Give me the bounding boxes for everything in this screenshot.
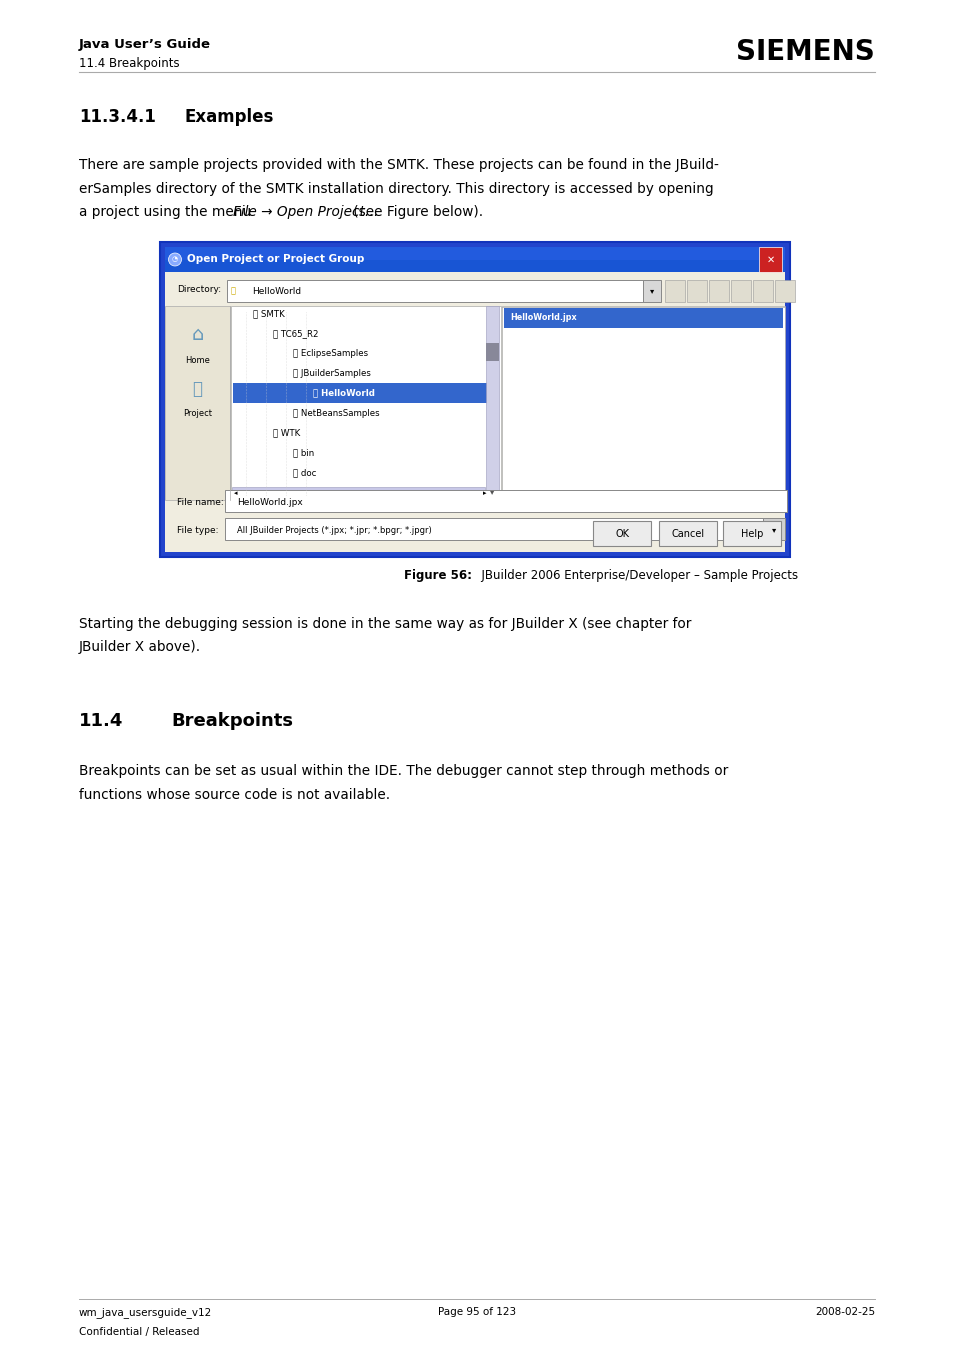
Text: Home: Home — [185, 357, 210, 365]
Text: JBuilder 2006 Enterprise/Developer – Sample Projects: JBuilder 2006 Enterprise/Developer – Sam… — [474, 569, 798, 582]
Text: ▾: ▾ — [490, 488, 494, 497]
Text: ▾: ▾ — [771, 526, 776, 535]
Text: functions whose source code is not available.: functions whose source code is not avail… — [79, 788, 390, 802]
Text: OK: OK — [615, 528, 628, 539]
Text: Help: Help — [740, 528, 762, 539]
Bar — [503, 308, 782, 328]
Text: Cancel: Cancel — [671, 528, 704, 539]
Bar — [227, 280, 642, 303]
Text: Java User’s Guide: Java User’s Guide — [79, 38, 211, 51]
Text: 📁 bin: 📁 bin — [293, 449, 314, 457]
Text: Breakpoints: Breakpoints — [171, 712, 293, 731]
Text: 2008-02-25: 2008-02-25 — [814, 1306, 874, 1317]
Bar — [664, 280, 684, 303]
Text: 📁 JBuilderSamples: 📁 JBuilderSamples — [293, 369, 371, 378]
Text: Examples: Examples — [184, 108, 274, 126]
Bar — [686, 280, 706, 303]
Text: There are sample projects provided with the SMTK. These projects can be found in: There are sample projects provided with … — [79, 158, 719, 172]
Bar — [774, 280, 794, 303]
Text: Open Project or Project Group: Open Project or Project Group — [187, 254, 364, 265]
Text: SIEMENS: SIEMENS — [736, 38, 874, 66]
Text: 📁 doc: 📁 doc — [293, 467, 316, 477]
Bar — [232, 486, 484, 499]
Text: 📁 TC65_R2: 📁 TC65_R2 — [273, 330, 318, 338]
Text: 📁 HelloWorld: 📁 HelloWorld — [313, 389, 375, 397]
Bar — [501, 305, 784, 500]
Bar — [708, 280, 728, 303]
Text: Starting the debugging session is done in the same way as for JBuilder X (see ch: Starting the debugging session is done i… — [79, 617, 691, 631]
Text: Project: Project — [183, 409, 212, 417]
Text: ▾: ▾ — [649, 286, 654, 296]
Text: 📁 NetBeansSamples: 📁 NetBeansSamples — [293, 408, 379, 417]
Circle shape — [169, 253, 181, 266]
Bar — [593, 521, 650, 546]
Text: a project using the menu: a project using the menu — [79, 205, 255, 219]
Text: File type:: File type: — [177, 526, 218, 535]
Text: ⌂: ⌂ — [192, 324, 204, 343]
Bar — [642, 280, 660, 303]
Bar — [659, 521, 717, 546]
Text: HelloWorld: HelloWorld — [252, 286, 301, 296]
Bar — [160, 242, 789, 557]
Text: 🗂: 🗂 — [193, 380, 202, 399]
Bar — [225, 490, 786, 512]
Text: erSamples directory of the SMTK installation directory. This directory is access: erSamples directory of the SMTK installa… — [79, 181, 713, 196]
Text: File → Open Project…: File → Open Project… — [233, 205, 377, 219]
Text: ▸: ▸ — [482, 490, 486, 496]
Bar — [233, 384, 498, 403]
Text: ◂: ◂ — [233, 490, 237, 496]
Text: 11.4: 11.4 — [79, 712, 123, 731]
Text: ✕: ✕ — [765, 254, 774, 265]
Text: JBuilder X above).: JBuilder X above). — [79, 640, 201, 654]
Text: HelloWorld.jpx: HelloWorld.jpx — [510, 313, 576, 323]
Text: Breakpoints can be set as usual within the IDE. The debugger cannot step through: Breakpoints can be set as usual within t… — [79, 765, 727, 778]
Bar — [759, 247, 781, 272]
Bar — [165, 305, 230, 500]
Bar — [752, 280, 772, 303]
Bar — [165, 247, 784, 272]
Bar — [231, 305, 500, 500]
Text: ◔: ◔ — [172, 257, 178, 262]
Text: 🗀: 🗀 — [231, 286, 235, 296]
Text: Page 95 of 123: Page 95 of 123 — [437, 1306, 516, 1317]
Bar — [722, 521, 781, 546]
Bar — [485, 305, 498, 500]
Text: File name:: File name: — [177, 497, 224, 507]
Bar — [225, 517, 762, 540]
Text: (see Figure below).: (see Figure below). — [349, 205, 482, 219]
Text: 📁 EclipseSamples: 📁 EclipseSamples — [293, 349, 368, 358]
Text: 📁 WTK: 📁 WTK — [273, 428, 300, 438]
Bar — [165, 247, 784, 259]
Bar — [762, 517, 784, 540]
Text: Confidential / Released: Confidential / Released — [79, 1327, 199, 1337]
Text: All JBuilder Projects (*.jpx; *.jpr; *.bpgr; *.jpgr): All JBuilder Projects (*.jpx; *.jpr; *.b… — [236, 526, 432, 535]
Text: wm_java_usersguide_v12: wm_java_usersguide_v12 — [79, 1306, 212, 1319]
Bar — [730, 280, 750, 303]
Text: 11.3.4.1: 11.3.4.1 — [79, 108, 155, 126]
Text: 11.4 Breakpoints: 11.4 Breakpoints — [79, 57, 179, 70]
Text: Directory:: Directory: — [177, 285, 221, 295]
Text: 📁 SMTK: 📁 SMTK — [253, 309, 284, 319]
Bar — [165, 247, 784, 553]
Text: Figure 56:: Figure 56: — [403, 569, 472, 582]
Text: HelloWorld.jpx: HelloWorld.jpx — [236, 497, 302, 507]
Bar — [485, 343, 498, 361]
